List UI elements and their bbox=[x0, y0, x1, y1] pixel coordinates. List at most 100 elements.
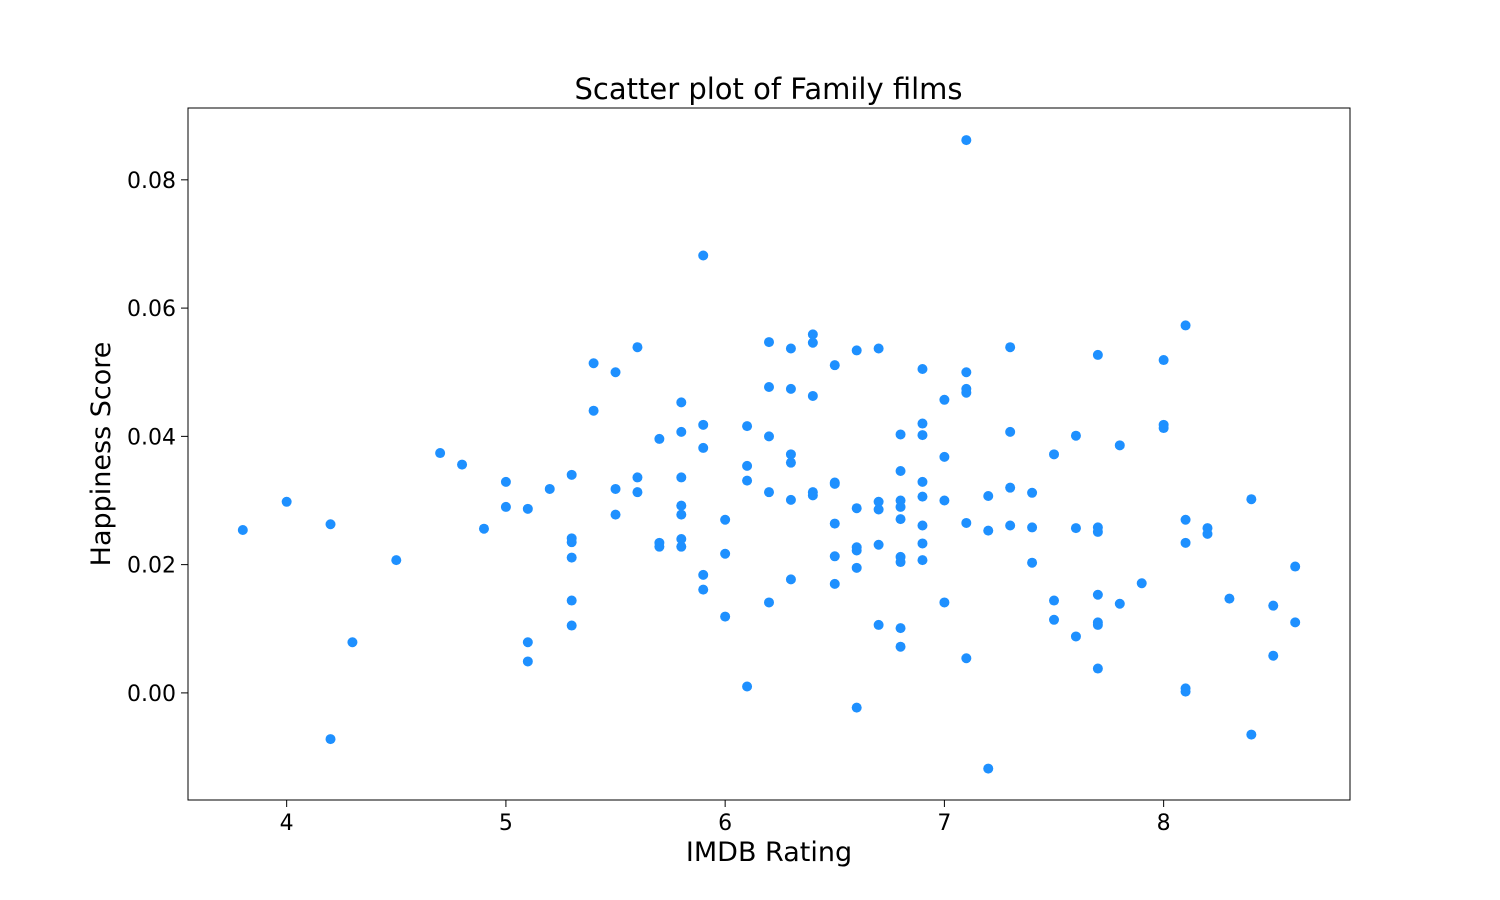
data-point bbox=[742, 681, 753, 692]
chart-title: Scatter plot of Family films bbox=[574, 72, 962, 106]
data-point bbox=[457, 459, 468, 470]
data-point bbox=[566, 469, 577, 480]
data-point bbox=[1092, 589, 1103, 600]
data-point bbox=[632, 472, 643, 483]
data-point bbox=[676, 533, 687, 544]
data-point bbox=[983, 525, 994, 536]
data-point bbox=[917, 555, 928, 566]
data-point bbox=[895, 514, 906, 525]
data-point bbox=[785, 343, 796, 354]
data-point bbox=[895, 429, 906, 440]
data-point bbox=[1005, 520, 1016, 531]
data-point bbox=[720, 548, 731, 559]
data-point bbox=[1070, 430, 1081, 441]
data-point bbox=[1180, 686, 1191, 697]
data-point bbox=[1158, 423, 1169, 434]
data-point bbox=[281, 496, 292, 507]
data-point bbox=[764, 431, 774, 442]
data-point bbox=[1092, 526, 1103, 537]
y-tick-label: 0.08 bbox=[127, 169, 176, 194]
data-point bbox=[961, 387, 972, 398]
data-point bbox=[1224, 593, 1235, 604]
data-point bbox=[917, 430, 928, 441]
data-point bbox=[1027, 487, 1038, 498]
data-point bbox=[895, 466, 906, 476]
data-point bbox=[237, 525, 248, 535]
data-point bbox=[873, 504, 884, 515]
data-point bbox=[1092, 349, 1103, 360]
data-point bbox=[566, 595, 577, 606]
data-point bbox=[807, 490, 818, 501]
data-point bbox=[1290, 617, 1301, 628]
data-point bbox=[939, 394, 950, 405]
data-point bbox=[522, 637, 533, 648]
data-point bbox=[742, 460, 753, 471]
data-point bbox=[851, 702, 862, 713]
data-point bbox=[500, 501, 511, 512]
data-point bbox=[939, 495, 950, 506]
data-point bbox=[698, 584, 709, 595]
data-point bbox=[961, 653, 972, 664]
data-point bbox=[676, 426, 687, 437]
data-point bbox=[632, 342, 643, 353]
data-point bbox=[1092, 619, 1103, 630]
data-point bbox=[807, 329, 818, 340]
data-point bbox=[1049, 449, 1060, 460]
data-point bbox=[698, 569, 709, 580]
data-point bbox=[851, 562, 862, 573]
data-point bbox=[500, 476, 511, 487]
data-point bbox=[566, 552, 577, 563]
data-point bbox=[1114, 440, 1125, 451]
data-point bbox=[829, 551, 840, 562]
data-point bbox=[917, 364, 928, 375]
data-point bbox=[1158, 355, 1169, 366]
data-point bbox=[522, 503, 533, 514]
data-point bbox=[325, 734, 336, 745]
data-point bbox=[829, 578, 840, 589]
data-point bbox=[391, 555, 402, 566]
data-point bbox=[895, 623, 906, 634]
data-point bbox=[939, 451, 950, 462]
data-point bbox=[676, 509, 687, 520]
data-point bbox=[610, 483, 621, 494]
y-tick-label: 0.02 bbox=[127, 554, 176, 579]
y-tick-label: 0.06 bbox=[127, 297, 176, 322]
data-point bbox=[1246, 729, 1257, 740]
data-point bbox=[478, 523, 489, 534]
data-point bbox=[720, 514, 731, 525]
x-tick-label: 6 bbox=[718, 811, 732, 836]
data-point bbox=[873, 619, 884, 630]
data-point bbox=[1268, 600, 1279, 611]
data-point bbox=[1246, 494, 1257, 505]
data-point bbox=[347, 637, 358, 648]
data-point bbox=[983, 763, 994, 774]
data-point bbox=[785, 574, 796, 585]
data-point bbox=[807, 337, 818, 348]
x-axis-label: IMDB Rating bbox=[686, 837, 852, 868]
y-axis: 0.00 0.02 0.04 0.06 0.08 bbox=[127, 169, 188, 707]
data-point bbox=[720, 611, 731, 622]
data-point bbox=[435, 448, 446, 459]
data-point bbox=[1180, 320, 1191, 331]
data-point bbox=[1268, 650, 1279, 661]
data-point bbox=[698, 250, 709, 261]
data-point bbox=[895, 641, 906, 652]
data-point bbox=[829, 360, 840, 371]
data-point bbox=[764, 597, 774, 608]
points-layer bbox=[237, 135, 1301, 774]
data-point bbox=[917, 538, 928, 549]
data-point bbox=[522, 656, 533, 667]
data-point bbox=[1136, 578, 1147, 589]
data-point bbox=[676, 472, 687, 483]
data-point bbox=[610, 509, 621, 520]
data-point bbox=[917, 520, 928, 531]
data-point bbox=[698, 442, 709, 453]
data-point bbox=[1005, 426, 1016, 437]
data-point bbox=[939, 597, 950, 608]
data-point bbox=[1114, 598, 1125, 609]
data-point bbox=[873, 343, 884, 354]
data-point bbox=[961, 517, 972, 528]
data-point bbox=[873, 496, 884, 507]
data-point bbox=[566, 620, 577, 631]
data-point bbox=[588, 358, 599, 369]
